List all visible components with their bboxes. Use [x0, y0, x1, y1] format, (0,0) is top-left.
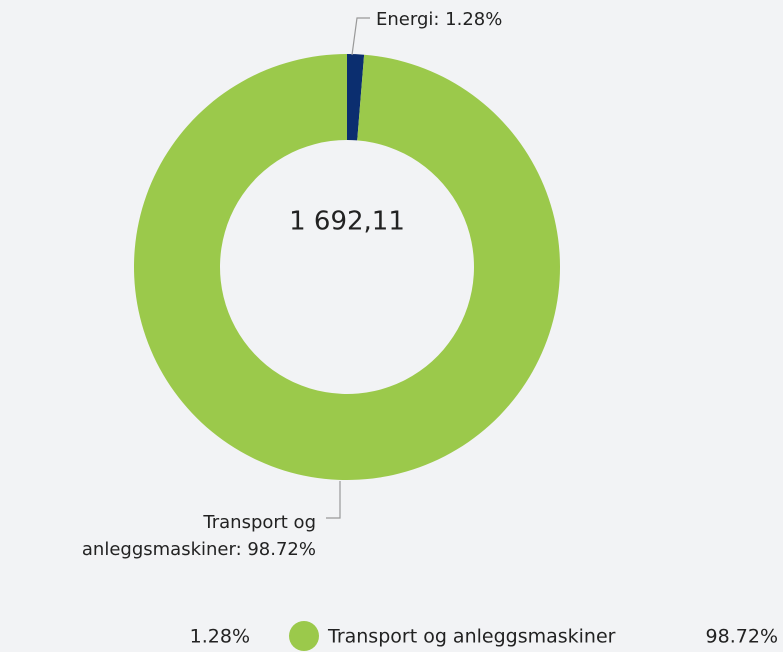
legend-marker — [289, 621, 319, 651]
slice — [134, 54, 561, 480]
data-label: Energi: 1.28% — [376, 9, 502, 30]
leader-line — [326, 481, 341, 519]
leader-line — [351, 17, 370, 56]
data-label: Transport og — [202, 512, 316, 533]
legend-label: Transport og anleggsmaskiner — [327, 626, 616, 648]
data-label: anleggsmaskiner: 98.72% — [82, 539, 316, 560]
slice — [347, 54, 365, 141]
center-label: 1 692,11 — [289, 207, 405, 237]
legend-value: 98.72% — [706, 626, 778, 648]
legend-value: 1.28% — [190, 626, 250, 648]
